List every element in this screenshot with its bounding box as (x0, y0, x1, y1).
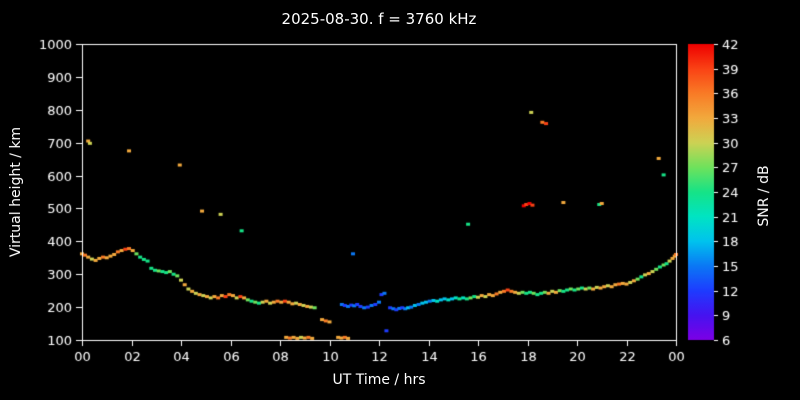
colorbar-label: SNR / dB (756, 165, 772, 227)
chart-title: 2025-08-30. f = 3760 kHz (281, 10, 477, 28)
x-axis-label: UT Time / hrs (332, 372, 426, 388)
y-axis-label: Virtual height / km (8, 126, 24, 258)
